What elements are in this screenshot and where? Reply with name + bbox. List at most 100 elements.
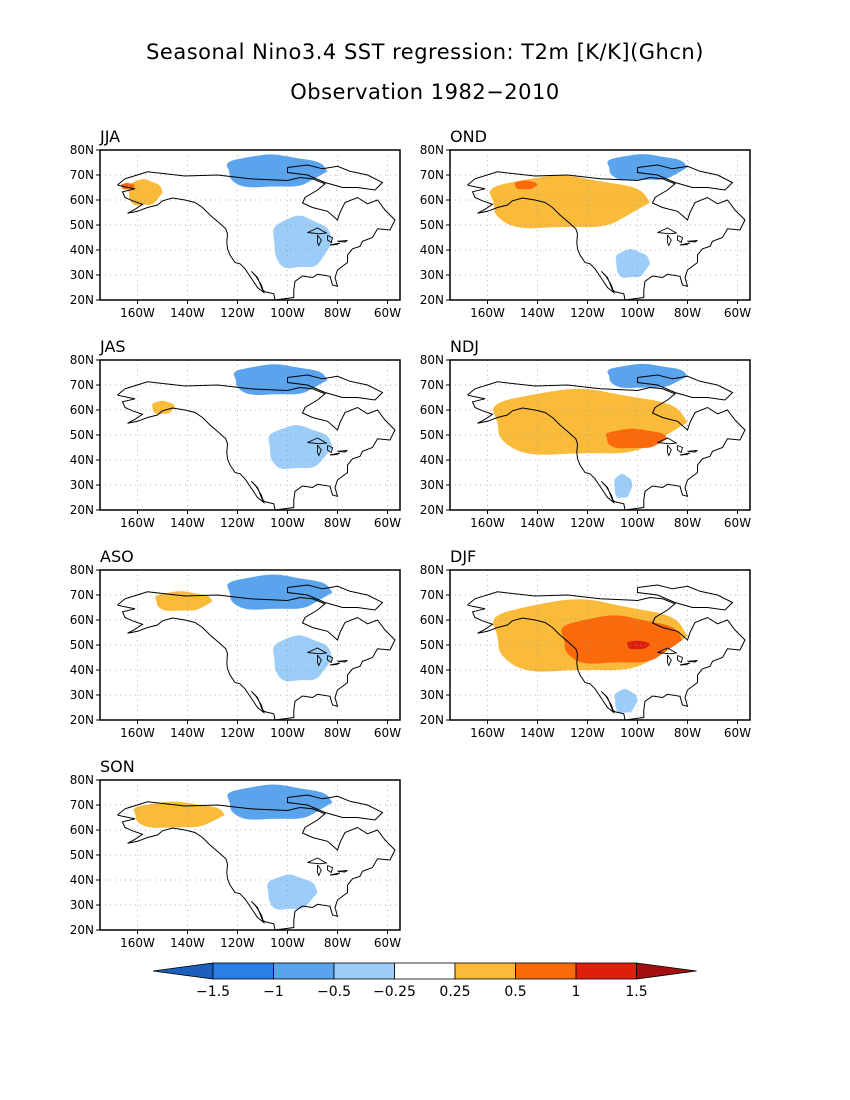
colorbar-label: 0.25 [439,984,470,1000]
x-tick-label: 100W [620,516,655,530]
x-tick-label: 140W [170,516,205,530]
map-panel-ndj: NDJ 160W 140W 120W 100W 80W 60W 20N 30N 40N 50N 60N… [420,337,751,530]
map-panel-ond: OND 160W 140W 120W 100W 80W 60W 20N 30N 40N 50N 60N… [420,127,751,320]
x-tick-label: 80W [674,726,701,740]
great-lake [329,452,341,456]
y-tick-label: 40N [70,663,94,677]
regression-shading [155,591,213,611]
x-tick-label: 120W [220,726,255,740]
x-tick-label: 80W [324,936,351,950]
x-tick-label: 140W [170,726,205,740]
colorbar-label: 0.5 [504,984,526,1000]
y-tick-label: 80N [70,773,94,787]
x-tick-label: 60W [374,516,401,530]
great-lake [679,662,691,666]
y-tick-label: 20N [70,293,94,307]
x-tick-label: 120W [220,936,255,950]
panel-label: OND [450,127,487,146]
x-tick-label: 100W [620,726,655,740]
regression-shading [561,615,683,664]
regression-shading [233,364,328,396]
great-lake [337,240,348,243]
regression-shading [614,688,638,714]
great-lake [687,660,698,663]
regression-shading [128,179,163,206]
y-tick-label: 80N [70,353,94,367]
colorbar-swatch [454,962,516,980]
y-tick-label: 60N [70,613,94,627]
y-tick-label: 20N [420,713,444,727]
y-tick-label: 50N [420,638,444,652]
x-tick-label: 160W [120,726,155,740]
great-lake [667,654,672,667]
regression-shading [614,473,633,499]
x-tick-label: 60W [374,306,401,320]
y-tick-label: 30N [420,478,444,492]
regression-shading [607,154,688,181]
x-tick-label: 160W [120,306,155,320]
x-tick-label: 60W [374,726,401,740]
x-tick-label: 160W [120,936,155,950]
coastline [117,171,396,300]
coastline [117,591,396,720]
regression-shading [605,428,668,449]
x-tick-label: 140W [170,306,205,320]
x-tick-label: 160W [470,726,505,740]
x-tick-label: 120W [570,516,605,530]
colorbar-label: −0.5 [317,984,351,1000]
regression-shading [273,215,333,269]
y-tick-label: 40N [420,453,444,467]
y-tick-label: 60N [70,403,94,417]
x-tick-label: 100W [620,306,655,320]
x-tick-label: 160W [470,516,505,530]
great-lake [679,242,691,246]
colorbar: −1.5 −1 −0.5 −0.25 0.25 0.5 1 1.5 [152,962,697,1000]
colorbar-arrow-low [152,962,214,980]
great-lake [307,437,328,445]
colorbar-label: −1.5 [196,984,230,1000]
colorbar-swatch [394,962,456,980]
great-lake [327,445,334,454]
x-tick-label: 120W [220,516,255,530]
y-tick-label: 20N [420,293,444,307]
coastline [117,801,396,930]
arctic-coastline [287,374,384,401]
x-tick-label: 120W [570,306,605,320]
colorbar-label: 1 [572,984,581,1000]
great-lake [657,437,678,445]
coastline [467,381,746,510]
regression-shading [627,640,650,650]
map-panel-son: SON 160W 140W 120W 100W 80W 60W 20N 30N 40N 50N 60N… [70,757,401,950]
x-tick-label: 60W [724,306,751,320]
y-tick-label: 30N [70,688,94,702]
great-lake [327,865,334,874]
y-tick-label: 50N [70,218,94,232]
x-tick-label: 80W [674,516,701,530]
regression-shading [227,574,333,610]
great-lake [657,227,678,235]
great-lake [337,660,348,663]
y-tick-label: 30N [70,478,94,492]
colorbar-label: −1 [263,984,284,1000]
colorbar-arrow-high [636,962,697,980]
regression-shading [615,249,650,278]
great-lake [307,647,328,655]
y-tick-label: 50N [420,218,444,232]
figure-title: Seasonal Nino3.4 SST regression: T2m [K/… [146,40,704,64]
y-tick-label: 30N [420,688,444,702]
regression-shading [267,874,318,910]
y-tick-label: 60N [70,193,94,207]
y-tick-label: 20N [70,923,94,937]
great-lake [317,864,322,877]
colorbar-swatch [273,962,335,980]
x-tick-label: 100W [270,516,305,530]
x-tick-label: 60W [374,936,401,950]
figure-subtitle: Observation 1982−2010 [290,80,560,104]
y-tick-label: 40N [70,453,94,467]
regression-shading [152,400,175,414]
y-tick-label: 50N [70,428,94,442]
great-lake [677,445,684,454]
colorbar-swatch [575,962,637,980]
map-panel-djf: DJF 160W 140W 120W 100W 80W 60W 20N 30N 40N 50N 60N… [420,547,751,740]
